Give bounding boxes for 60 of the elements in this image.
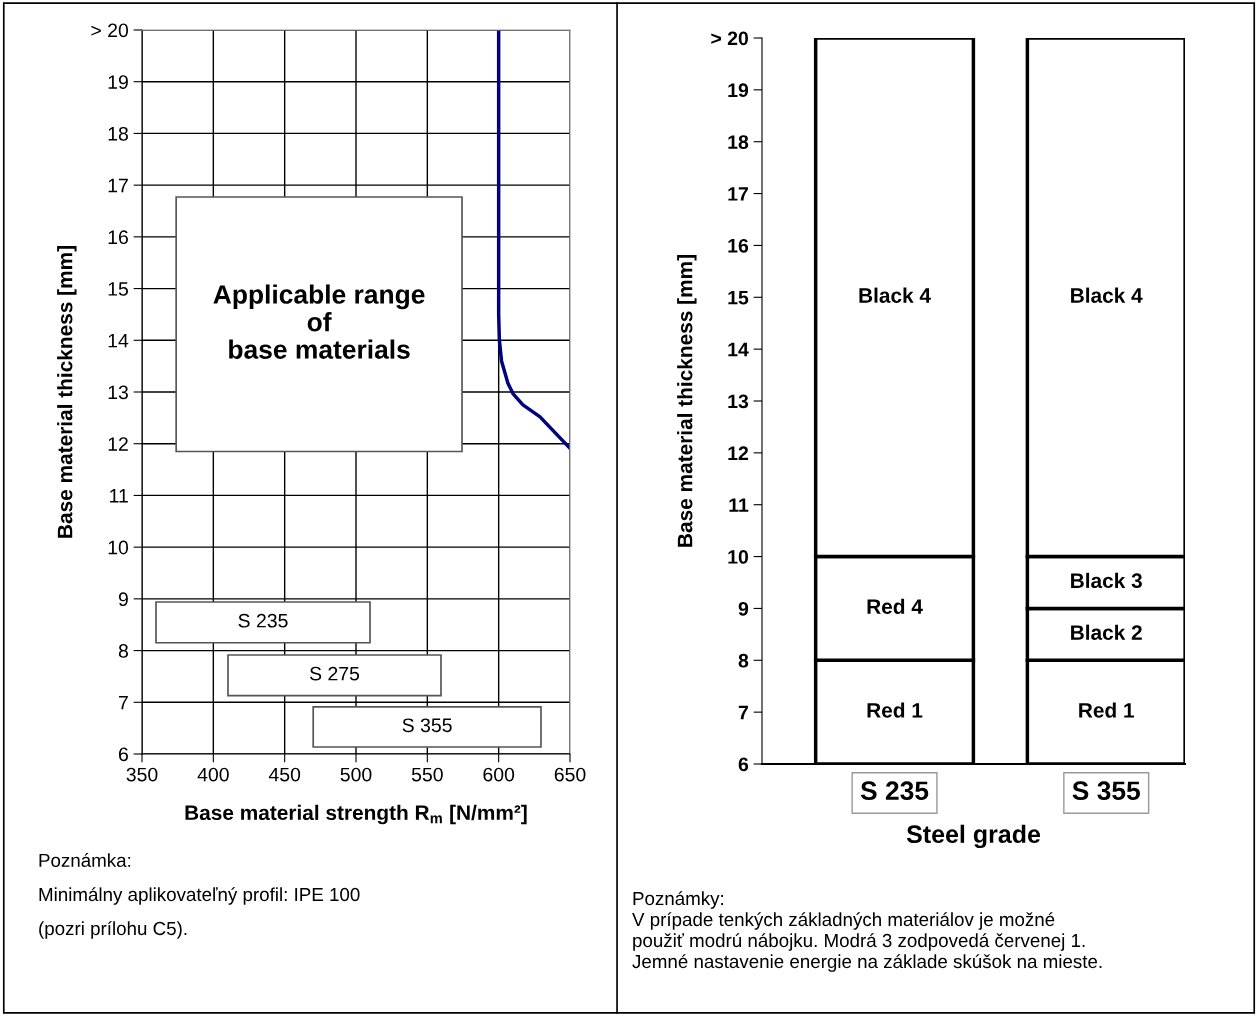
line-series bbox=[496, 30, 570, 451]
data-label: Black 4 bbox=[859, 287, 931, 303]
y-tick-label: 12 bbox=[108, 437, 128, 451]
y-tick-label: 6 bbox=[118, 747, 128, 762]
y-tick-label: 16 bbox=[728, 238, 749, 253]
y-tick-label: 10 bbox=[728, 550, 749, 564]
y-tick-label: 11 bbox=[729, 498, 749, 512]
data-label: Red 1 bbox=[1079, 702, 1134, 718]
y-axis-title: Base material thickness [mm] bbox=[677, 255, 697, 547]
y-tick-label: 19 bbox=[728, 83, 749, 98]
data-label: Black 2 bbox=[1071, 624, 1142, 640]
y-tick-label: 17 bbox=[728, 187, 748, 201]
y-tick-label: 10 bbox=[108, 540, 129, 555]
y-tick-label: 6 bbox=[738, 757, 749, 772]
annotation: S 275 bbox=[309, 666, 360, 681]
y-tick-label: 13 bbox=[728, 394, 749, 409]
text: Jemné nastavenie energie na základe skúšok na mieste. bbox=[632, 954, 1102, 972]
y-tick-label: 8 bbox=[738, 653, 749, 668]
y-tick-label: 14 bbox=[728, 342, 749, 357]
y-tick-label: 15 bbox=[108, 282, 128, 296]
y-tick-label: 18 bbox=[108, 126, 128, 141]
y-tick-label: 8 bbox=[118, 644, 128, 658]
y-axis-title: Base material thickness [mm] bbox=[57, 246, 77, 538]
y-tick-label: 7 bbox=[738, 705, 748, 720]
y-tick-label: 7 bbox=[118, 695, 128, 710]
annotation: S 235 bbox=[238, 613, 288, 628]
y-tick-label: 13 bbox=[108, 385, 128, 400]
data-label: Black 3 bbox=[1071, 572, 1142, 589]
x-tick-label: 550 bbox=[411, 767, 443, 782]
annotation: Applicable range of base materials bbox=[213, 284, 425, 359]
text: (pozri prílohu C5). bbox=[39, 921, 187, 939]
y-tick-label: 12 bbox=[728, 446, 749, 460]
data-label: Black 4 bbox=[1071, 287, 1143, 303]
x-tick-label: 400 bbox=[197, 767, 229, 782]
x-tick-label: 650 bbox=[554, 767, 586, 782]
x-tick-label: 350 bbox=[126, 767, 158, 782]
y-tick-label: 9 bbox=[118, 592, 128, 607]
text: Poznámky: bbox=[633, 891, 724, 909]
data-label: Red 1 bbox=[867, 702, 923, 718]
y-tick-label: 15 bbox=[728, 290, 749, 305]
y-tick-label: 16 bbox=[108, 230, 128, 245]
y-tick-label: 11 bbox=[110, 489, 128, 503]
y-tick-label: > 20 bbox=[91, 23, 129, 38]
x-tick-label: 600 bbox=[483, 767, 515, 782]
x-tick-label: 450 bbox=[268, 767, 301, 782]
x-tick-label: 500 bbox=[340, 767, 372, 782]
x-axis-title: Steel grade bbox=[906, 824, 1041, 849]
y-tick-label: 19 bbox=[108, 75, 128, 89]
text: Minimálny aplikovateľný profil: IPE 100 bbox=[39, 887, 360, 905]
y-tick-label: 14 bbox=[108, 333, 129, 348]
annotation: S 355 bbox=[402, 718, 452, 733]
text: použiť modrú nábojku. Modrá 3 zodpovedá červenej 1. bbox=[633, 933, 1085, 951]
text: Poznámka: bbox=[39, 853, 131, 868]
text: V prípade tenkých základných materiálov je možné bbox=[632, 912, 1055, 930]
y-tick-label: > 20 bbox=[711, 31, 749, 46]
data-label: Red 4 bbox=[867, 598, 923, 615]
x-axis-title: Base material strength R$_{m}$ [N/mm²] bbox=[185, 804, 527, 825]
y-tick-label: 18 bbox=[728, 135, 749, 149]
y-tick-label: 17 bbox=[108, 178, 128, 193]
y-tick-label: 9 bbox=[738, 601, 749, 616]
